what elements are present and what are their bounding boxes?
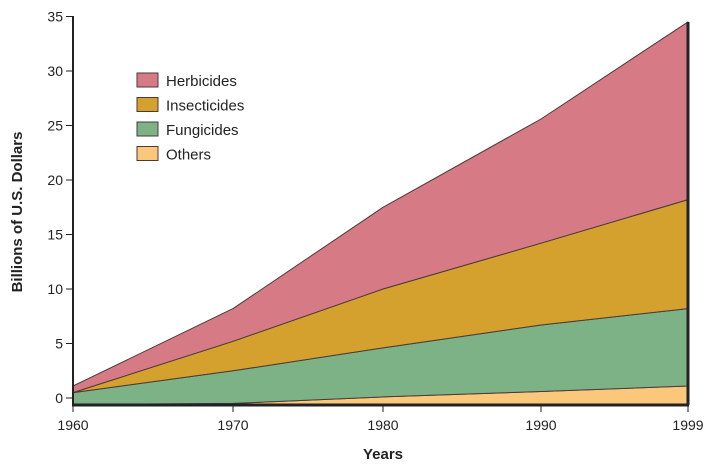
y-tick-label: 25 (47, 118, 63, 134)
x-ticks: 1960 1970 1980 1990 1999 (57, 405, 704, 433)
x-tick-label: 1960 (57, 417, 88, 433)
legend-label: Fungicides (166, 122, 239, 139)
y-tick-label: 30 (47, 63, 63, 79)
legend-swatch-herbicides (136, 72, 159, 88)
legend-swatch-insecticides (136, 97, 159, 112)
legend-label: Herbicides (166, 73, 237, 90)
legend-label: Insecticides (166, 98, 244, 115)
y-tick-label: 20 (47, 172, 63, 188)
y-ticks: 0 5 10 15 20 25 30 35 (47, 9, 73, 406)
legend-label: Others (166, 147, 211, 164)
y-tick-label: 10 (47, 281, 63, 297)
legend-swatch-fungicides (136, 121, 159, 137)
x-tick-label: 1970 (217, 417, 248, 433)
x-tick-label: 1990 (525, 417, 556, 433)
x-tick-label: 1980 (367, 417, 398, 433)
legend: Herbicides Insecticides Fungicides Others (136, 72, 244, 164)
y-tick-label: 5 (55, 336, 63, 352)
y-tick-label: 0 (55, 390, 63, 406)
y-tick-label: 15 (47, 227, 63, 243)
legend-swatch-others (136, 146, 159, 161)
y-tick-label: 35 (47, 9, 63, 25)
y-axis-label: Billions of U.S. Dollars (9, 132, 26, 293)
x-tick-label: 1999 (672, 417, 703, 433)
x-axis-label: Years (363, 446, 403, 463)
